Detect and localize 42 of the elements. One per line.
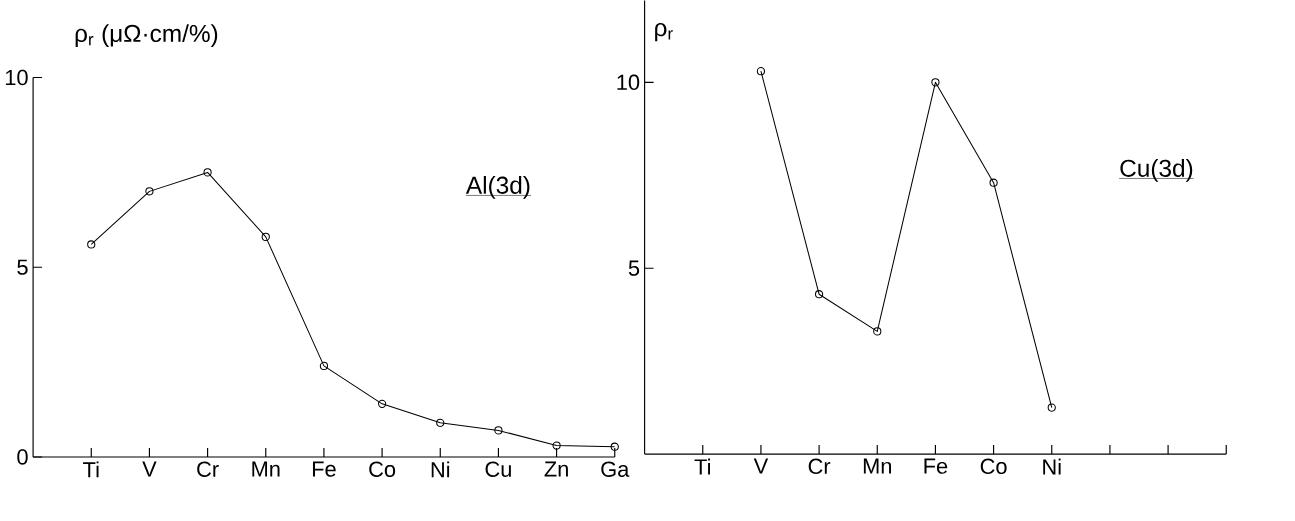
point [319,362,329,371]
x-tick-label: Ga [601,461,630,478]
point [145,187,154,196]
point [436,418,445,428]
y-axis-title: ρ$_{r}$ [655,23,673,42]
x-tick-label: Co [980,458,1007,475]
x-tick-label: Cu [485,461,511,478]
point [261,233,270,242]
y-tick-label: 0 [17,449,28,465]
point [931,78,940,87]
point [1047,403,1056,412]
point [494,426,503,435]
point [377,399,387,409]
x-tick-label: Ni [431,461,450,478]
y-tick-label: 10 [617,74,640,91]
point [873,327,882,336]
x-tick-label: Co [369,461,396,478]
annotation: Cu(3d) [1120,159,1193,182]
point [203,168,212,177]
point [814,290,824,299]
x-tick-label: Fe [312,461,336,477]
x-tick-label: Zn [544,461,568,477]
y-tick-label: 5 [628,260,640,277]
x-tick-label: Ni [1043,458,1061,475]
x-tick-label: Cr [808,458,831,475]
point [87,240,96,249]
y-tick-label: 5 [17,259,28,276]
x-tick-label: Mn [863,458,891,474]
x-tick-label: Cr [197,461,219,478]
x-tick-label: V [142,461,157,477]
annotation: Al(3d) [465,176,530,199]
point [989,178,998,188]
x-tick-label: Mn [252,461,280,477]
y-tick-label: 10 [5,70,28,86]
point [610,442,619,452]
x-tick-label: Ti [694,458,710,475]
x-tick-label: Fe [924,458,948,475]
x-tick-label: V [753,458,769,474]
point [756,67,766,76]
x-tick-label: Ti [83,461,99,478]
y-axis-title: ρ$_{r}$ (μΩ·cm/%) [75,24,218,48]
point [552,441,561,450]
